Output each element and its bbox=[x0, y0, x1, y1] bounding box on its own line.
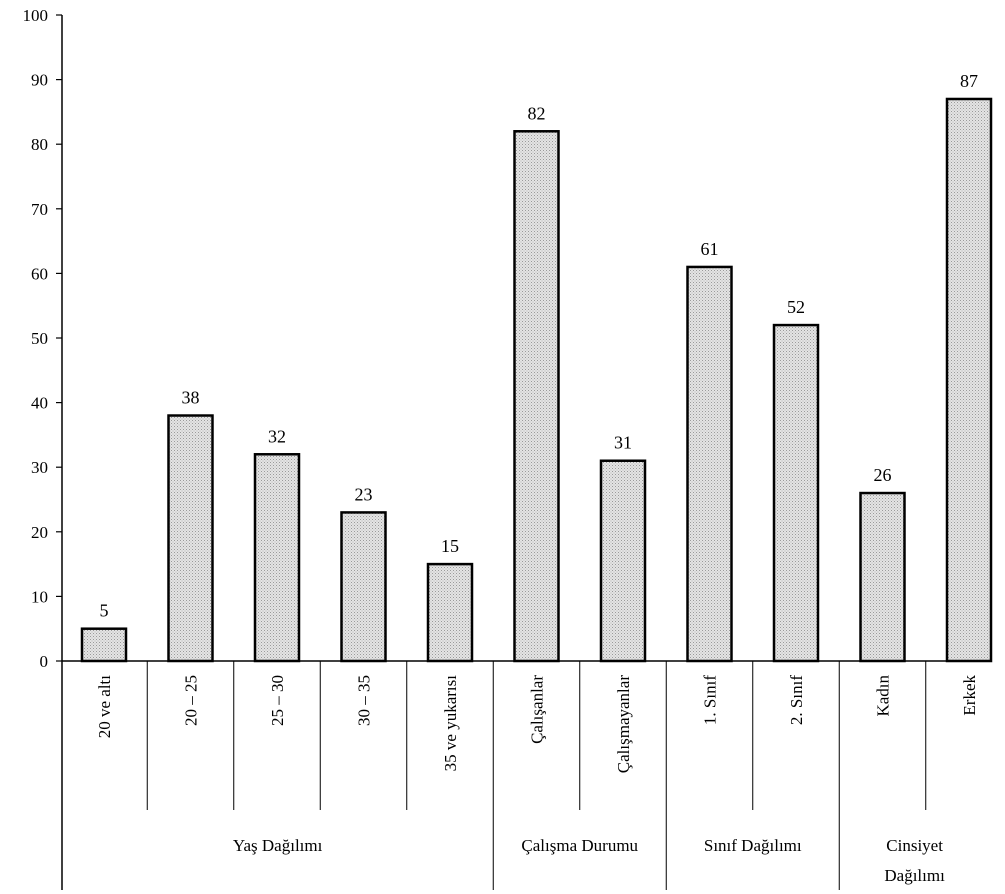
y-tick-label: 60 bbox=[31, 264, 48, 283]
category-label: Erkek bbox=[960, 675, 979, 716]
category-label: 20 ve altı bbox=[95, 675, 114, 739]
data-label: 52 bbox=[787, 297, 805, 317]
y-tick-label: 90 bbox=[31, 71, 48, 90]
bar bbox=[772, 323, 820, 663]
labels-group: 5 38 32 23 15 82 31 61 52 26 87 20 ve altı 20 – 25 25… bbox=[95, 71, 979, 885]
y-tick-label: 40 bbox=[31, 394, 48, 413]
bar bbox=[859, 491, 906, 663]
category-label: Çalışanlar bbox=[528, 675, 547, 744]
y-tick-label: 70 bbox=[31, 200, 48, 219]
data-label: 32 bbox=[268, 426, 286, 446]
category-label: Çalışmayanlar bbox=[614, 675, 633, 774]
data-label: 61 bbox=[701, 239, 719, 259]
category-label: 35 ve yukarısı bbox=[441, 675, 460, 772]
bar bbox=[513, 130, 560, 663]
y-tick-label: 50 bbox=[31, 329, 48, 348]
data-label: 15 bbox=[441, 536, 459, 556]
data-label: 87 bbox=[960, 71, 978, 91]
data-label: 31 bbox=[614, 433, 632, 453]
category-label: Kadın bbox=[874, 675, 893, 717]
data-label: 23 bbox=[355, 484, 373, 504]
bar bbox=[599, 459, 647, 663]
category-label: 25 – 30 bbox=[268, 675, 287, 726]
y-tick-label: 20 bbox=[31, 523, 48, 542]
bar bbox=[426, 562, 474, 663]
category-label: 20 – 25 bbox=[182, 675, 201, 726]
bar bbox=[253, 453, 301, 663]
group-label: Dağılımı bbox=[884, 866, 945, 885]
y-tick-label: 30 bbox=[31, 458, 48, 477]
data-label: 5 bbox=[100, 601, 109, 621]
group-label: Çalışma Durumu bbox=[521, 836, 638, 855]
y-tick-label: 100 bbox=[23, 6, 49, 25]
bar bbox=[80, 627, 128, 663]
bar bbox=[340, 511, 387, 663]
category-label: 1. Sınıf bbox=[701, 675, 720, 725]
bars-group bbox=[80, 97, 993, 663]
category-label: 2. Sınıf bbox=[787, 675, 806, 725]
data-label: 26 bbox=[874, 465, 892, 485]
category-label: 30 – 35 bbox=[355, 675, 374, 726]
data-label: 38 bbox=[182, 388, 200, 408]
data-label: 82 bbox=[528, 103, 546, 123]
bar bbox=[945, 97, 993, 663]
group-label: Sınıf Dağılımı bbox=[704, 836, 802, 855]
bar bbox=[686, 265, 733, 663]
group-label: Yaş Dağılımı bbox=[233, 836, 323, 855]
y-tick-label: 80 bbox=[31, 135, 48, 154]
y-tick-label: 10 bbox=[31, 587, 48, 606]
axes: 0 10 20 30 40 50 60 70 80 90 100 bbox=[23, 6, 990, 890]
bar bbox=[167, 414, 214, 663]
y-tick-label: 0 bbox=[40, 652, 49, 671]
group-label: Cinsiyet bbox=[886, 836, 943, 855]
